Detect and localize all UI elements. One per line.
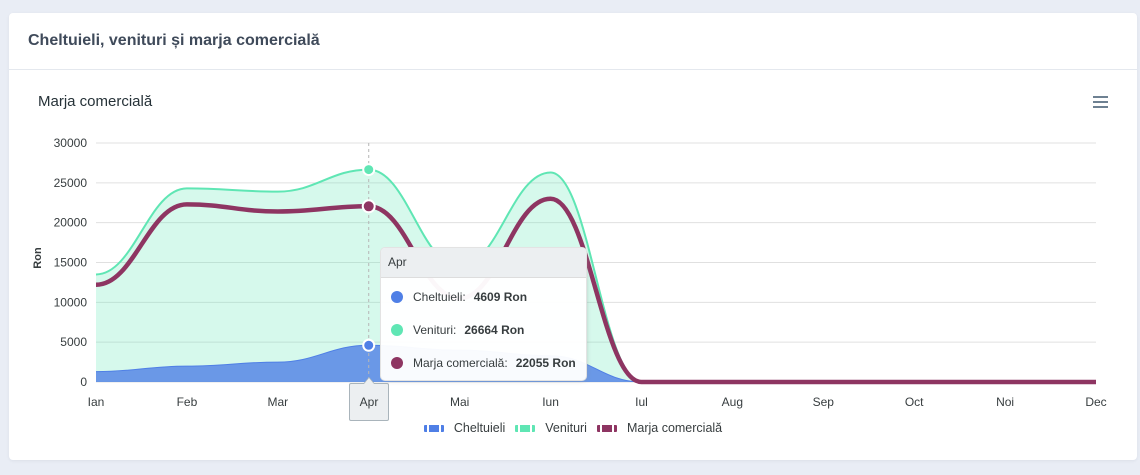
legend-marker-icon: [515, 424, 536, 432]
x-tick-label: Sep: [813, 395, 835, 409]
chart-tooltip: Apr Cheltuieli: 4609 Ron Venituri: 26664…: [380, 247, 587, 381]
y-tick-label: 30000: [54, 136, 88, 150]
y-tick-label: 20000: [54, 216, 88, 230]
x-tick-label: Feb: [177, 395, 198, 409]
x-tick-label: Mai: [450, 395, 469, 409]
tooltip-dot-icon: [391, 290, 403, 303]
marja-comerciala-line: [95, 196, 1096, 385]
legend-label: Marja comercială: [626, 421, 723, 435]
tooltip-label: Cheltuieli:: [413, 289, 466, 304]
area-series: [95, 168, 1096, 384]
y-axis-title: Ron: [32, 247, 44, 269]
y-tick-label: 10000: [54, 295, 88, 309]
x-axis-hover-label: Apr: [349, 377, 389, 421]
legend-item-cheltuieli[interactable]: Cheltuieli: [423, 420, 506, 436]
hover-markers: [361, 163, 376, 352]
legend-marker-icon: [423, 424, 444, 432]
card-header: Cheltuieli, venituri și marja comercială: [9, 13, 1137, 70]
x-tick-label: Dec: [1085, 395, 1106, 409]
legend-item-venituri[interactable]: Venituri: [515, 420, 587, 436]
y-axis: 0 5000 10000 15000 20000 25000 30000: [54, 136, 88, 389]
line-series: [95, 196, 1096, 385]
tooltip-row: Cheltuieli: 4609 Ron: [381, 280, 586, 313]
legend-item-marja-comerciala[interactable]: Marja comercială: [596, 420, 723, 436]
tooltip-row: Marja comercială: 22055 Ron: [381, 346, 586, 379]
x-tick-label: Mar: [267, 395, 288, 409]
cheltuieli-area: [96, 345, 1096, 382]
tooltip-title: Apr: [381, 248, 586, 278]
tooltip-value: 22055 Ron: [515, 355, 576, 370]
venituri-area: [96, 169, 1096, 382]
card-title: Cheltuieli, venituri și marja comercială: [28, 32, 320, 49]
tooltip-value: 26664 Ron: [464, 322, 525, 337]
x-tick-label: Iun: [542, 395, 559, 409]
tooltip-dot-icon: [391, 356, 403, 369]
tooltip-label: Venituri:: [413, 322, 457, 337]
x-tick-label: Oct: [905, 395, 924, 409]
y-tick-label: 25000: [54, 176, 88, 190]
marja-comerciala-marker[interactable]: [361, 199, 376, 214]
x-axis-hover-text: Apr: [359, 395, 379, 409]
x-tick-label: Ian: [88, 395, 105, 409]
x-tick-label: Iul: [635, 395, 648, 409]
legend-marker-icon: [596, 424, 617, 432]
tooltip-label: Marja comercială:: [413, 355, 508, 370]
y-tick-label: 5000: [60, 335, 87, 349]
chart-legend: Cheltuieli Venituri Marja comercială: [9, 420, 1137, 436]
x-tick-label: Aug: [722, 395, 743, 409]
legend-label: Venituri: [545, 421, 587, 435]
chart-card: Cheltuieli, venituri și marja comercială…: [9, 13, 1137, 460]
y-tick-label: 0: [80, 375, 87, 389]
chart-title: Marja comercială: [38, 93, 153, 110]
x-tick-label: Noi: [996, 395, 1014, 409]
tooltip-row: Venituri: 26664 Ron: [381, 313, 586, 346]
venituri-marker[interactable]: [362, 163, 376, 177]
tooltip-dot-icon: [391, 323, 403, 336]
tooltip-items: Cheltuieli: 4609 Ron Venituri: 26664 Ron…: [381, 278, 586, 379]
tooltip-value: 4609 Ron: [473, 289, 528, 304]
legend-label: Cheltuieli: [453, 421, 506, 435]
y-tick-label: 15000: [54, 256, 88, 270]
x-axis: Ian Feb Mar Apr Mai Iun Iul Aug Sep Oct Noi Dec: [88, 395, 1107, 409]
hamburger-menu-icon[interactable]: [1089, 90, 1113, 114]
hamburger-menu-glyph: [1093, 96, 1108, 108]
cheltuieli-marker[interactable]: [362, 338, 376, 352]
